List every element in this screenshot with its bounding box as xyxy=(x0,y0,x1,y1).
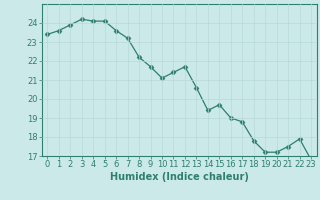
X-axis label: Humidex (Indice chaleur): Humidex (Indice chaleur) xyxy=(110,172,249,182)
